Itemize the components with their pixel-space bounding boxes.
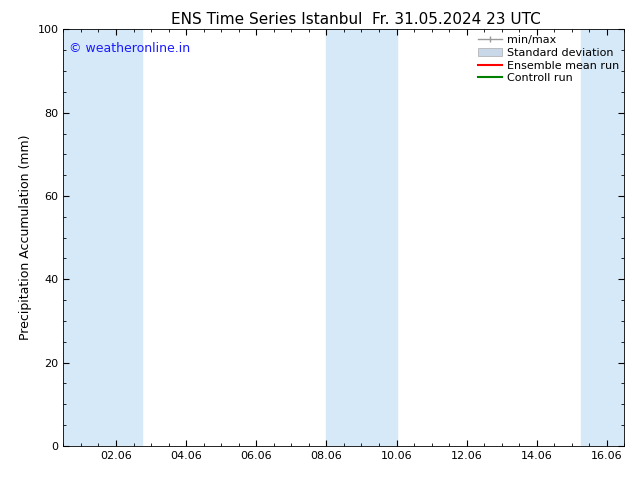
Text: ENS Time Series Istanbul: ENS Time Series Istanbul xyxy=(171,12,362,27)
Bar xyxy=(63,29,142,446)
Bar xyxy=(327,29,396,446)
Y-axis label: Precipitation Accumulation (mm): Precipitation Accumulation (mm) xyxy=(19,135,32,341)
Legend: min/max, Standard deviation, Ensemble mean run, Controll run: min/max, Standard deviation, Ensemble me… xyxy=(476,33,621,86)
Text: Fr. 31.05.2024 23 UTC: Fr. 31.05.2024 23 UTC xyxy=(372,12,541,27)
Text: © weatheronline.in: © weatheronline.in xyxy=(69,42,190,55)
Bar xyxy=(581,29,624,446)
